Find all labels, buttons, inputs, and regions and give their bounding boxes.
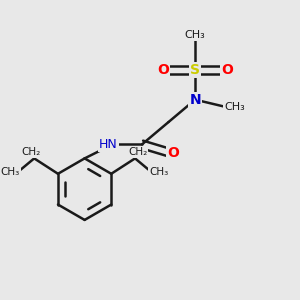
Text: CH₃: CH₃ <box>224 102 245 112</box>
Text: CH₃: CH₃ <box>149 167 169 177</box>
Text: CH₃: CH₃ <box>185 30 206 40</box>
Text: N: N <box>189 93 201 106</box>
Text: O: O <box>167 146 179 160</box>
Text: S: S <box>190 63 200 77</box>
Text: O: O <box>221 63 233 77</box>
Text: CH₃: CH₃ <box>1 167 20 177</box>
Text: CH₂: CH₂ <box>128 147 148 157</box>
Text: CH₂: CH₂ <box>22 147 41 157</box>
Text: O: O <box>157 63 169 77</box>
Text: HN: HN <box>99 138 118 151</box>
